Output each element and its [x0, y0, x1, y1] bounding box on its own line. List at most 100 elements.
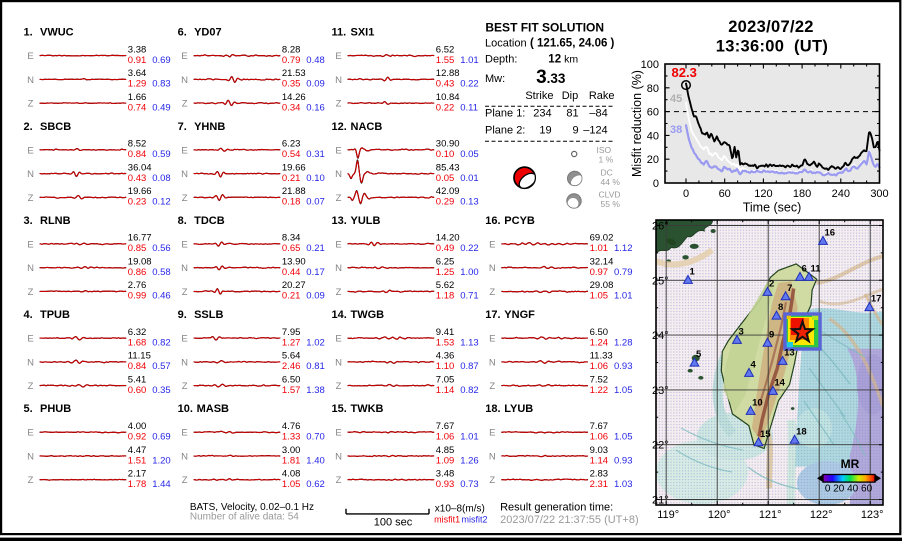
- svg-text:13: 13: [784, 348, 795, 359]
- svg-text:N: N: [181, 357, 188, 368]
- svg-text:120: 120: [754, 188, 772, 200]
- svg-text:1 %: 1 %: [599, 155, 614, 165]
- svg-text:0: 0: [653, 178, 659, 190]
- svg-text:2.31: 2.31: [590, 479, 609, 490]
- svg-text:0.84: 0.84: [128, 361, 147, 372]
- svg-text:Z: Z: [336, 475, 342, 486]
- svg-text:1.01: 1.01: [614, 291, 633, 302]
- svg-text:6.50: 6.50: [590, 327, 609, 338]
- svg-text:0.18: 0.18: [282, 197, 301, 208]
- svg-text:1.24: 1.24: [590, 337, 609, 348]
- svg-text:N: N: [489, 357, 496, 368]
- svg-text:E: E: [181, 51, 187, 62]
- svg-text:4.47: 4.47: [128, 445, 147, 456]
- svg-text:3.48: 3.48: [436, 469, 455, 480]
- svg-text:1.01: 1.01: [460, 55, 479, 66]
- svg-text:6.23: 6.23: [282, 139, 301, 150]
- svg-text:7.67: 7.67: [436, 421, 455, 432]
- svg-text:N: N: [335, 263, 342, 274]
- svg-text:0.93: 0.93: [436, 479, 455, 490]
- svg-text:234: 234: [533, 108, 551, 120]
- svg-text:0.12: 0.12: [152, 197, 171, 208]
- svg-text:21°: 21°: [652, 495, 669, 507]
- svg-text:5.: 5.: [24, 403, 33, 415]
- svg-text:km: km: [564, 53, 578, 65]
- svg-text:82.3: 82.3: [672, 65, 697, 80]
- svg-text:NACB: NACB: [351, 121, 383, 133]
- svg-text:14.20: 14.20: [436, 233, 460, 244]
- svg-text:1.25: 1.25: [436, 267, 455, 278]
- svg-text:N: N: [27, 75, 34, 86]
- svg-text:E: E: [335, 145, 341, 156]
- svg-text:0.79: 0.79: [282, 55, 301, 66]
- svg-text:42.09: 42.09: [436, 186, 460, 197]
- svg-text:2023/07/22: 2023/07/22: [728, 18, 814, 36]
- svg-text:7.52: 7.52: [590, 374, 609, 385]
- svg-text:10: 10: [752, 398, 763, 409]
- svg-text:1.28: 1.28: [614, 337, 633, 348]
- svg-text:1.14: 1.14: [436, 385, 455, 396]
- svg-text:0.62: 0.62: [306, 479, 325, 490]
- svg-text:24°: 24°: [652, 330, 669, 342]
- svg-text:0.22: 0.22: [460, 243, 479, 254]
- svg-text:E: E: [181, 239, 187, 250]
- svg-text:Plane 2:: Plane 2:: [485, 124, 525, 136]
- svg-text:29.08: 29.08: [590, 280, 614, 291]
- svg-text:1.33: 1.33: [282, 432, 301, 443]
- svg-text:0.17: 0.17: [306, 267, 325, 278]
- svg-text:0.56: 0.56: [152, 243, 171, 254]
- svg-text:15.: 15.: [332, 403, 347, 415]
- svg-text:2.83: 2.83: [590, 469, 609, 480]
- svg-text:0.13: 0.13: [460, 197, 479, 208]
- svg-text:1.13: 1.13: [460, 337, 479, 348]
- svg-text:3.64: 3.64: [128, 68, 147, 79]
- svg-text:1.12: 1.12: [614, 243, 633, 254]
- svg-text:9: 9: [769, 329, 774, 340]
- svg-text:1.53: 1.53: [436, 337, 455, 348]
- svg-text:10.: 10.: [178, 403, 193, 415]
- svg-text:6.32: 6.32: [128, 327, 147, 338]
- svg-text:14.: 14.: [332, 309, 347, 321]
- svg-text:6.: 6.: [178, 27, 187, 39]
- svg-text:Location: Location: [485, 38, 527, 50]
- svg-text:7.: 7.: [178, 121, 187, 133]
- svg-text:Number of alive data: 54: Number of alive data: 54: [190, 512, 299, 523]
- svg-text:0.85: 0.85: [128, 243, 147, 254]
- svg-text:5: 5: [696, 349, 702, 360]
- svg-text:Rake: Rake: [589, 90, 615, 102]
- svg-text:6: 6: [802, 264, 807, 275]
- svg-text:YD07: YD07: [194, 27, 222, 39]
- svg-text:0.44: 0.44: [282, 267, 301, 278]
- svg-text:N: N: [181, 452, 188, 463]
- svg-text:300: 300: [870, 188, 888, 200]
- svg-text:18.: 18.: [485, 403, 500, 415]
- svg-text:0.35: 0.35: [152, 385, 171, 396]
- svg-text:4: 4: [751, 360, 757, 371]
- svg-text:PCYB: PCYB: [504, 215, 535, 227]
- svg-text:TWGB: TWGB: [351, 309, 385, 321]
- svg-text:LYUB: LYUB: [504, 403, 533, 415]
- svg-text:1.68: 1.68: [128, 337, 147, 348]
- svg-text:119°: 119°: [657, 509, 679, 521]
- svg-text:55 %: 55 %: [601, 199, 621, 209]
- svg-text:20: 20: [647, 154, 659, 166]
- svg-text:SXI1: SXI1: [351, 27, 375, 39]
- svg-text:E: E: [335, 334, 341, 345]
- svg-text:20.27: 20.27: [282, 280, 306, 291]
- svg-text:60: 60: [719, 188, 731, 200]
- svg-text:16.77: 16.77: [128, 233, 152, 244]
- svg-text:2023/07/22 21:37:55 (UT+8): 2023/07/22 21:37:55 (UT+8): [500, 514, 639, 526]
- svg-text:1.06: 1.06: [590, 361, 609, 372]
- svg-text:1.20: 1.20: [152, 455, 171, 466]
- svg-text:8.52: 8.52: [128, 139, 147, 150]
- svg-text:81: 81: [566, 108, 578, 120]
- svg-text:0.07: 0.07: [306, 197, 325, 208]
- svg-text:0.73: 0.73: [460, 479, 479, 490]
- svg-text:11.: 11.: [332, 27, 347, 39]
- svg-text:Z: Z: [336, 99, 342, 110]
- svg-text:Z: Z: [336, 381, 342, 392]
- svg-text:14: 14: [774, 378, 785, 389]
- svg-text:N: N: [181, 169, 188, 180]
- svg-text:2: 2: [769, 279, 774, 290]
- svg-text:7.67: 7.67: [590, 421, 609, 432]
